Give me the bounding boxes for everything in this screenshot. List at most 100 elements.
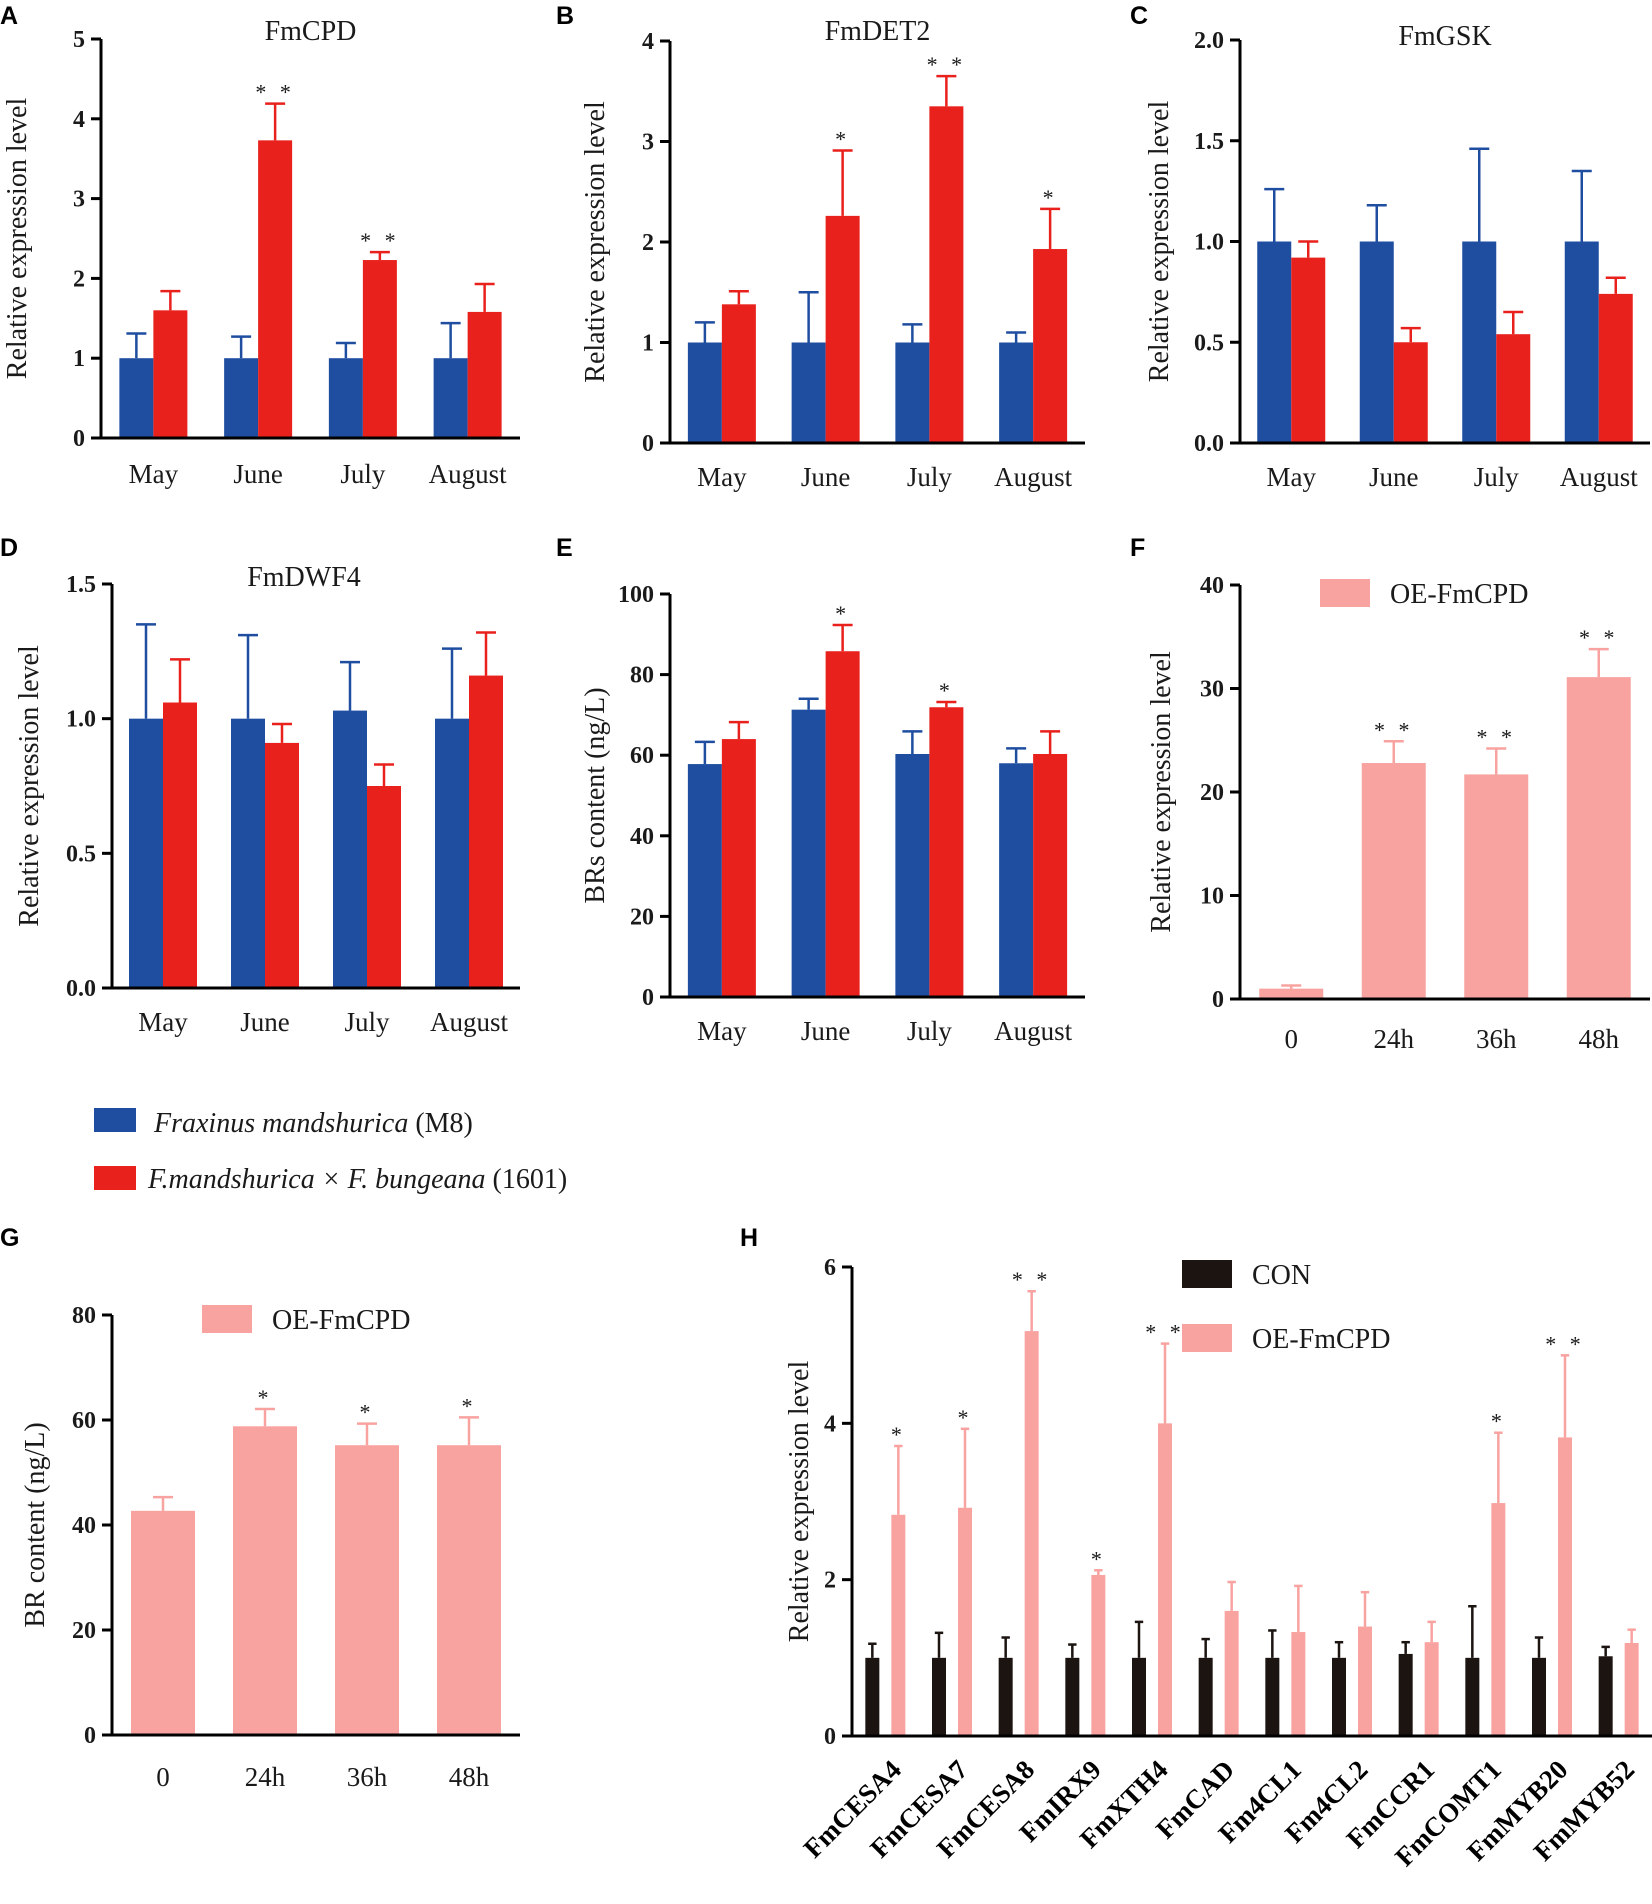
bar-con-fmcomt1 <box>1465 1657 1480 1736</box>
y-tick-label: 40 <box>72 1513 96 1539</box>
significance-mark: * * <box>927 52 967 77</box>
x-tick-label: August <box>429 459 508 489</box>
bar-fraxinus-may <box>119 358 154 438</box>
bar-fmandshurica-july <box>367 786 401 988</box>
legend-label: OE-FmCPD <box>1390 579 1528 610</box>
y-axis-label: BRs content (ng/L) <box>580 687 611 903</box>
x-tick-label: May <box>697 462 747 492</box>
bar-fmandshurica-august <box>467 311 502 438</box>
y-tick-label: 100 <box>618 582 654 608</box>
bar-fraxinus-june <box>791 709 826 997</box>
y-tick-label: 0 <box>642 431 654 457</box>
bar-fmandshurica-may <box>721 304 756 443</box>
significance-mark: * * <box>255 80 295 105</box>
y-tick-label: 0.5 <box>1194 330 1224 356</box>
significance-mark: * * <box>1545 1331 1585 1356</box>
bar-fraxinus-august <box>433 358 468 438</box>
bar-fmandshurica-august <box>1033 249 1068 443</box>
panel-c: C FmGSK Relative expression level 0.0 0.5 1.0… <box>1130 2 1650 492</box>
significance-mark: * <box>1491 1409 1506 1434</box>
x-tick-label: June <box>233 459 283 489</box>
y-tick-label: 0.5 <box>66 841 96 867</box>
significance-mark: * <box>939 678 954 703</box>
bar-con-fmcad <box>1198 1657 1213 1736</box>
bar-fraxinus-may <box>129 718 163 988</box>
bar-con-fmccr1 <box>1398 1653 1413 1736</box>
x-tick-label: May <box>138 1007 188 1037</box>
bar-fraxinus-july <box>328 358 363 438</box>
panel-g: G BR content (ng/L) 0 20 40 60 80 0 * 24h * 36h * 48h… <box>0 1224 520 1792</box>
bar-oe-fmcpd-48h <box>437 1445 501 1735</box>
panel-f: F Relative expression level 0 10 20 30 40 0 * * 2… <box>1130 534 1650 1054</box>
y-tick-label: 3 <box>73 187 85 213</box>
significance-mark: * * <box>1012 1267 1052 1292</box>
chart-title: FmGSK <box>1398 21 1491 52</box>
bar-fmandshurica-june <box>825 651 860 997</box>
bar-con-fmmyb20 <box>1532 1657 1546 1736</box>
x-tick-label: 36h <box>347 1762 388 1792</box>
y-tick-label: 2.0 <box>1194 28 1224 54</box>
x-tick-label: August <box>994 462 1073 492</box>
bar-oe-fmcpd-36h <box>1464 774 1529 999</box>
bar-oe-fmcpd-fmcad <box>1224 1610 1239 1736</box>
panel-letter: D <box>0 534 18 562</box>
bar-oe-fmcpd-fmirx9 <box>1091 1574 1106 1736</box>
x-tick-label: 0 <box>156 1762 170 1792</box>
y-tick-label: 0 <box>642 985 654 1011</box>
y-tick-label: 4 <box>824 1411 836 1437</box>
x-tick-label: 0 <box>1285 1024 1299 1054</box>
bar-fraxinus-august <box>999 342 1034 443</box>
bar-oe-fmcpd-24h <box>233 1426 297 1735</box>
bar-fraxinus-july <box>333 710 367 988</box>
bar-fraxinus-may <box>1257 241 1292 443</box>
bar-con-fm4cl2 <box>1332 1657 1346 1736</box>
x-tick-label: July <box>1474 462 1520 492</box>
y-tick-label: 1.5 <box>1194 129 1224 155</box>
bar-oe-fmcpd-fm4cl2 <box>1358 1626 1372 1736</box>
y-axis-label: Relative expression level <box>1144 101 1175 383</box>
y-axis-label: Relative expression level <box>580 101 611 383</box>
bar-fmandshurica-august <box>469 675 503 988</box>
panel-letter: C <box>1130 2 1148 30</box>
x-tick-label: August <box>994 1016 1073 1046</box>
bar-fmandshurica-june <box>265 742 299 988</box>
panel-b: B FmDET2 Relative expression level 0 1 2 3 4 May… <box>556 2 1085 492</box>
panel-letter: H <box>740 1224 758 1252</box>
y-tick-label: 80 <box>72 1303 96 1329</box>
y-tick-label: 1.0 <box>66 707 96 733</box>
bar-oe-fmcpd-24h <box>1361 763 1426 999</box>
legend-swatch-m8 <box>94 1108 136 1132</box>
y-tick-label: 60 <box>630 743 654 769</box>
y-tick-label: 4 <box>73 107 85 133</box>
legend-label: OE-FmCPD <box>1252 1324 1390 1355</box>
significance-mark: * <box>835 127 850 152</box>
legend-swatch <box>1182 1260 1232 1288</box>
bar-fraxinus-july <box>895 342 930 443</box>
legend-label: CON <box>1252 1260 1311 1291</box>
x-tick-label: 24h <box>245 1762 286 1792</box>
x-tick-label: July <box>907 1016 953 1046</box>
bar-fmandshurica-may <box>1291 257 1326 443</box>
legend-label-hybrid: F.mandshurica × F. bungeana (1601) <box>147 1164 567 1195</box>
chart-title: FmCPD <box>265 16 357 47</box>
x-tick-label: July <box>344 1007 390 1037</box>
bar-fraxinus-july <box>1462 241 1497 443</box>
bar-fraxinus-june <box>231 718 265 988</box>
y-tick-label: 2 <box>824 1568 836 1594</box>
panel-e: E BRs content (ng/L) 0 20 40 60 80 100 May * June *… <box>556 534 1085 1046</box>
x-tick-label: June <box>801 462 851 492</box>
significance-mark: * * <box>1374 717 1414 742</box>
x-tick-label: 48h <box>449 1762 490 1792</box>
bar-con-fmcesa7 <box>932 1657 946 1736</box>
significance-mark: * * <box>1145 1320 1185 1345</box>
x-tick-label: May <box>1267 462 1317 492</box>
y-tick-label: 0 <box>824 1724 836 1750</box>
significance-mark: * * <box>1579 625 1619 650</box>
y-tick-label: 4 <box>642 29 654 55</box>
bar-fraxinus-august <box>999 763 1034 997</box>
bar-fraxinus-may <box>687 342 722 443</box>
y-axis-label: Relative expression level <box>14 645 45 927</box>
bar-fraxinus-may <box>687 764 722 997</box>
y-tick-label: 20 <box>72 1618 96 1644</box>
main-legend: Fraxinus mandshurica (M8) F.mandshurica … <box>94 1108 567 1195</box>
